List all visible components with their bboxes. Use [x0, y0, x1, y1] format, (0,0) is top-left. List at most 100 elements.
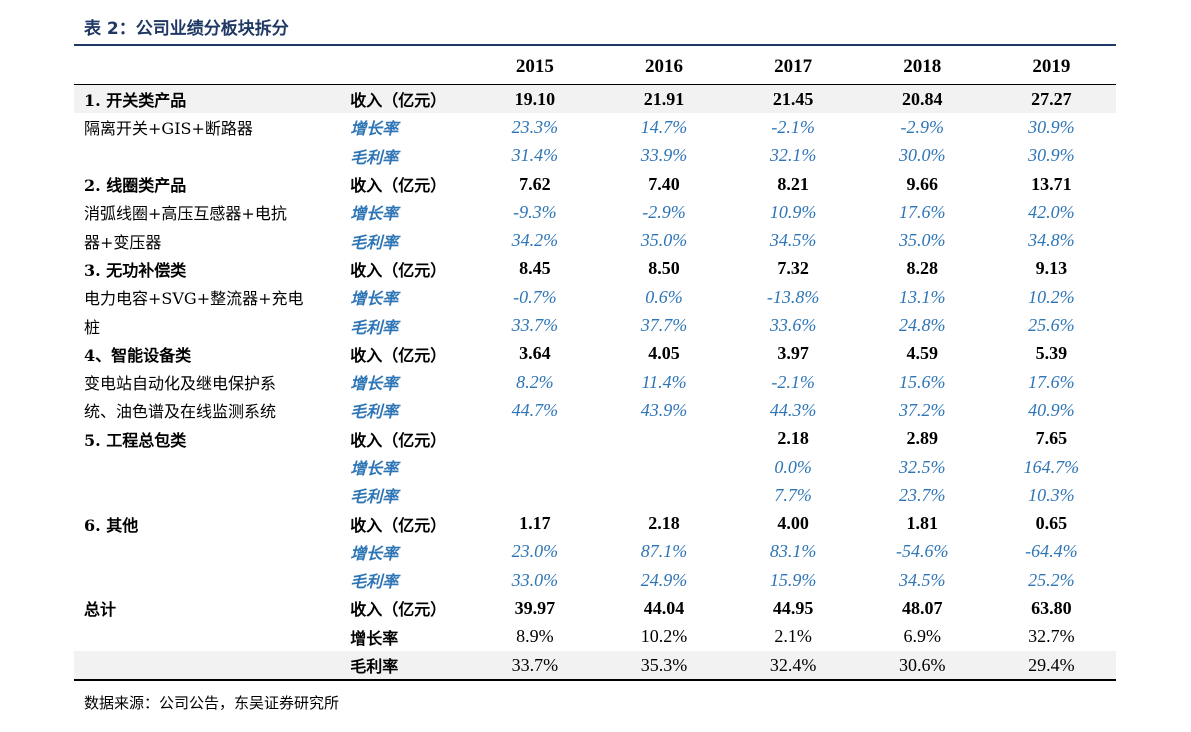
table-row: 电力电容+SVG+整流器+充电 增长率 -0.7% 0.6% -13.8% 13.1% 10… [74, 283, 1116, 311]
value-cell: 1.81 [906, 513, 938, 534]
value-cell: 3.64 [519, 343, 551, 364]
title-divider [74, 44, 1116, 46]
value-cell: 32.7% [1028, 626, 1075, 647]
segment-label: 电力电容+SVG+整流器+充电 [84, 289, 304, 309]
table-row: 增长率 0.0% 32.5% 164.7% [74, 453, 1116, 481]
value-cell: 33.7% [511, 315, 559, 336]
table-row: 器+变压器 毛利率 34.2% 35.0% 34.5% 35.0% 34.8% [74, 226, 1116, 254]
value-cell: 24.9% [640, 569, 688, 590]
value-cell: 13.71 [1031, 173, 1072, 194]
value-cell: 29.4% [986, 650, 1116, 682]
segment-label: 统、油色谱及在线监测系统 [84, 402, 277, 422]
value-cell: 4.59 [906, 343, 938, 364]
segment-label: 6. 其他 [84, 515, 139, 535]
value-cell: 7.40 [648, 173, 680, 194]
metric-label: 收入（亿元） [350, 600, 447, 620]
value-cell: 19.10 [470, 84, 600, 114]
value-cell: 42.0% [1028, 201, 1075, 222]
table-row: 桩 毛利率 33.7% 37.7% 33.6% 24.8% 25.6% [74, 311, 1116, 339]
value-cell: 14.7% [640, 116, 688, 137]
segment-label: 1. 开关类产品 [74, 84, 347, 114]
metric-label: 毛利率 [350, 487, 399, 507]
metric-label: 增长率 [350, 289, 399, 309]
value-cell: 17.6% [898, 201, 946, 222]
value-cell: 48.07 [901, 597, 943, 618]
metric-label: 增长率 [350, 628, 399, 648]
value-cell: 8.2% [516, 371, 554, 392]
value-cell: 33.9% [640, 145, 688, 166]
table-row: 毛利率 33.7% 35.3% 32.4% 30.6% 29.4% [74, 650, 1116, 682]
metric-label: 收入（亿元） [350, 176, 447, 196]
value-cell: 3.97 [777, 343, 809, 364]
metric-label: 收入（亿元） [350, 430, 447, 450]
header-blank [74, 50, 347, 85]
value-cell: 32.4% [728, 650, 858, 682]
year-header: 2016 [599, 50, 729, 85]
metric-label: 毛利率 [350, 317, 399, 337]
segment-table: 2015 2016 2017 2018 2019 1. 开关类产品 收入（亿元） 1… [74, 50, 1116, 682]
segment-label: 桩 [84, 317, 101, 337]
value-cell [599, 425, 728, 453]
value-cell: 32.5% [898, 456, 946, 477]
value-cell: 17.6% [1028, 371, 1075, 392]
segment-label [74, 142, 346, 170]
value-cell: 10.9% [769, 201, 817, 222]
value-cell: 33.0% [511, 569, 559, 590]
value-cell: 8.28 [906, 258, 938, 279]
value-cell: 32.1% [769, 145, 817, 166]
value-cell: 83.1% [769, 541, 817, 562]
metric-label: 毛利率 [350, 572, 399, 592]
value-cell: -2.1% [771, 371, 815, 392]
value-cell: -2.9% [642, 201, 686, 222]
value-cell [470, 425, 599, 453]
segment-label: 3. 无功补偿类 [84, 260, 187, 280]
value-cell: 23.7% [898, 484, 946, 505]
value-cell: 2.18 [648, 513, 680, 534]
value-cell: 9.13 [1035, 258, 1068, 279]
source-note: 数据来源：公司公告，东吴证券研究所 [84, 694, 340, 712]
value-cell: 39.97 [514, 597, 556, 618]
value-cell: 4.00 [777, 513, 809, 534]
segment-label [74, 623, 346, 651]
value-cell: 10.3% [1028, 484, 1075, 505]
segment-label: 消弧线圈+高压互感器+电抗 [84, 204, 287, 224]
value-cell: -2.1% [771, 116, 815, 137]
value-cell: 34.2% [511, 230, 559, 251]
value-cell: 40.9% [1028, 399, 1075, 420]
year-header: 2015 [470, 50, 600, 85]
table-row: 统、油色谱及在线监测系统 毛利率 44.7% 43.9% 44.3% 37.2% 40.9% [74, 396, 1116, 424]
value-cell: 7.62 [519, 173, 551, 194]
value-cell: 24.8% [898, 315, 946, 336]
table-row: 隔离开关+GIS+断路器 增长率 23.3% 14.7% -2.1% -2.9% 30.9% [74, 113, 1116, 141]
metric-label: 增长率 [350, 459, 399, 478]
value-cell: 30.9% [1028, 145, 1075, 166]
metric-label: 收入（亿元） [346, 84, 471, 114]
value-cell: 27.27 [986, 84, 1116, 114]
value-cell: 2.18 [777, 428, 809, 449]
table-row: 增长率 8.9% 10.2% 2.1% 6.9% 32.7% [74, 623, 1116, 651]
value-cell: 25.2% [1028, 569, 1075, 590]
value-cell: 2.1% [774, 626, 812, 647]
table-row: 1. 开关类产品 收入（亿元） 19.10 21.91 21.45 20.84 27.27 [74, 84, 1116, 114]
table-row: 毛利率 7.7% 23.7% 10.3% [74, 481, 1116, 509]
value-cell: 35.0% [640, 230, 688, 251]
segment-label: 5. 工程总包类 [84, 430, 187, 450]
value-cell: 35.3% [599, 650, 729, 682]
metric-label: 毛利率 [350, 232, 399, 252]
value-cell: 0.0% [774, 456, 812, 477]
metric-label: 增长率 [350, 543, 399, 563]
table-row: 毛利率 31.4% 33.9% 32.1% 30.0% 30.9% [74, 142, 1116, 170]
value-cell: 2.89 [906, 428, 938, 449]
value-cell: 34.5% [898, 569, 946, 590]
year-header: 2019 [986, 50, 1116, 85]
value-cell: -13.8% [766, 286, 820, 307]
value-cell: 7.32 [777, 258, 809, 279]
segment-label: 器+变压器 [84, 232, 162, 252]
segment-label: 总计 [84, 600, 117, 620]
value-cell: 87.1% [640, 541, 688, 562]
value-cell: 21.91 [599, 84, 729, 114]
value-cell: 6.9% [903, 626, 941, 647]
value-cell: -9.3% [513, 201, 557, 222]
value-cell: 44.04 [643, 597, 685, 618]
value-cell [470, 481, 599, 509]
